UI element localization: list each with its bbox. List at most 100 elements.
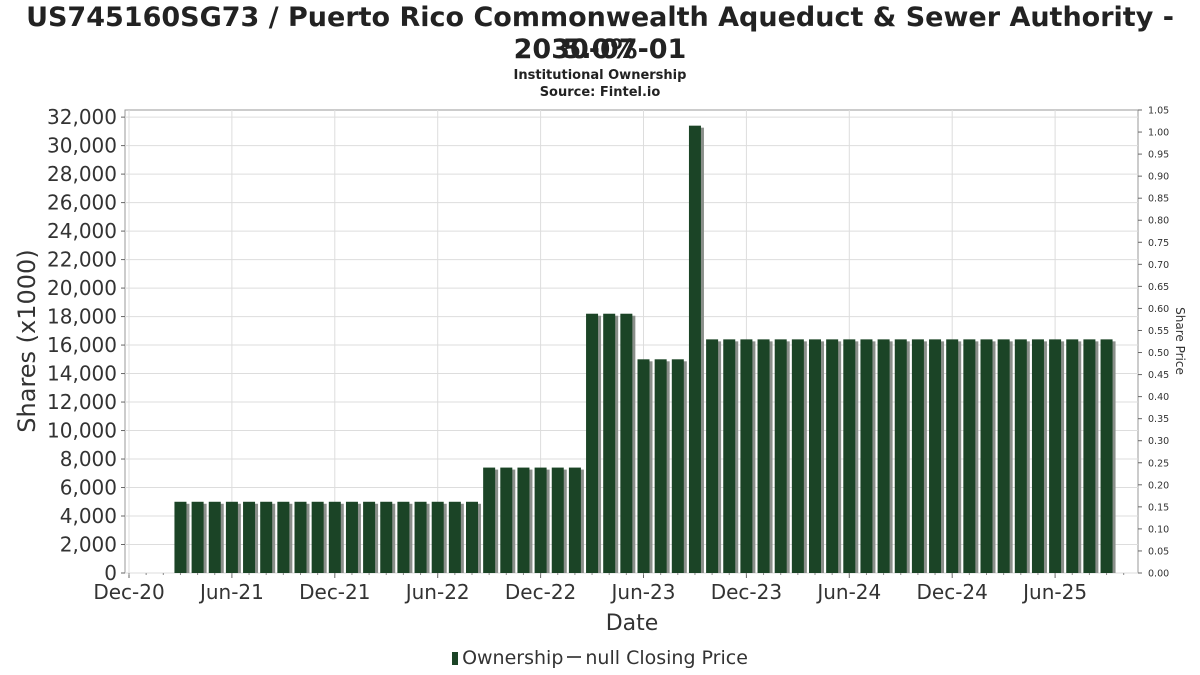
ownership-chart: 0 2,000 4,000 6,000 8,000 10,000 12,000 14,000 1…	[13, 105, 1187, 636]
x-tick-label: Jun-24	[815, 580, 881, 604]
y-axis-title: Shares (x1000)	[13, 249, 41, 432]
y-tick-label: 8,000	[60, 447, 117, 471]
y2-tick-label: 0.70	[1148, 260, 1169, 271]
y-tick-label: 26,000	[47, 191, 117, 215]
ownership-bar	[671, 359, 684, 573]
ownership-bar	[877, 339, 890, 573]
ownership-bar	[414, 501, 427, 573]
y2-tick-label: 0.85	[1148, 194, 1169, 205]
chart-subtitle: Institutional Ownership	[513, 68, 687, 83]
ownership-bar	[483, 467, 496, 573]
y2-tick-label: 0.45	[1148, 370, 1169, 381]
y2-tick-label: 0.00	[1148, 569, 1169, 580]
y2-tick-label: 0.95	[1148, 150, 1169, 161]
x-tick-label: Jun-21	[198, 580, 264, 604]
ownership-bar	[1100, 339, 1113, 573]
ownership-bar	[826, 339, 839, 573]
y-tick-label: 16,000	[47, 333, 117, 357]
x-tick-label: Dec-20	[93, 580, 164, 604]
x-tick-label: Dec-23	[711, 580, 782, 604]
y-tick-label: 28,000	[47, 162, 117, 186]
ownership-bar	[637, 359, 650, 573]
ownership-legend-label: Ownership	[462, 647, 564, 669]
ownership-bar	[328, 501, 341, 573]
price-legend-label: null Closing Price	[585, 647, 748, 669]
ownership-bar	[294, 501, 307, 573]
ownership-bar	[174, 501, 187, 573]
ownership-bar	[860, 339, 873, 573]
ownership-bar	[380, 501, 393, 573]
ownership-bar	[586, 313, 599, 573]
y-tick-label: 14,000	[47, 362, 117, 386]
x-tick-label: Jun-25	[1021, 580, 1087, 604]
y-tick-label: 22,000	[47, 248, 117, 272]
ownership-bar	[260, 501, 273, 573]
ownership-bar	[911, 339, 924, 573]
y-tick-label: 30,000	[47, 134, 117, 158]
y2-tick-label: 0.50	[1148, 348, 1169, 359]
ownership-bar	[980, 339, 993, 573]
y-tick-label: 10,000	[47, 419, 117, 443]
ownership-bar	[963, 339, 976, 573]
ownership-bar	[894, 339, 907, 573]
y-tick-label: 0	[104, 561, 117, 585]
ownership-bar	[997, 339, 1010, 573]
ownership-bar	[208, 501, 221, 573]
ownership-bar	[929, 339, 942, 573]
y2-tick-label: 0.20	[1148, 480, 1169, 491]
ownership-bar	[706, 339, 719, 573]
ownership-bar	[740, 339, 753, 573]
ownership-bar	[551, 467, 564, 573]
ownership-bar	[243, 501, 256, 573]
ownership-bar	[500, 467, 513, 573]
y2-tick-label: 0.40	[1148, 392, 1169, 403]
y-tick-label: 24,000	[47, 219, 117, 243]
y2-tick-label: 1.00	[1148, 128, 1169, 139]
chart-title-line2: 2030-07-01	[513, 34, 687, 65]
chart-title-line1: US745160SG73 / Puerto Rico Commonwealth …	[26, 2, 1174, 65]
chart-legend: Ownership null Closing Price	[0, 647, 1200, 669]
y2-tick-label: 0.05	[1148, 546, 1169, 557]
y-tick-label: 4,000	[60, 504, 117, 528]
ownership-bar	[774, 339, 787, 573]
ownership-bar	[311, 501, 324, 573]
x-tick-label: Jun-23	[610, 580, 676, 604]
y2-tick-label: 0.60	[1148, 304, 1169, 315]
ownership-bar	[1031, 339, 1044, 573]
y2-tick-label: 0.55	[1148, 326, 1169, 337]
ownership-bar	[688, 125, 701, 573]
x-tick-label: Dec-24	[917, 580, 988, 604]
ownership-bar	[791, 339, 804, 573]
x-tick-label: Jun-22	[404, 580, 470, 604]
y2-tick-label: 0.75	[1148, 238, 1169, 249]
price-legend-line	[567, 656, 582, 658]
ownership-bar	[448, 501, 461, 573]
ownership-bar	[1014, 339, 1027, 573]
y2-tick-label: 0.65	[1148, 282, 1169, 293]
y-tick-label: 12,000	[47, 390, 117, 414]
ownership-bar	[757, 339, 770, 573]
x-tick-label: Dec-22	[505, 580, 576, 604]
y2-tick-label: 0.30	[1148, 436, 1169, 447]
y2-tick-label: 0.25	[1148, 458, 1169, 469]
ownership-bar	[1066, 339, 1079, 573]
x-axis-title: Date	[606, 611, 659, 636]
y2-tick-label: 0.15	[1148, 502, 1169, 513]
ownership-bar	[603, 313, 616, 573]
ownership-bar	[568, 467, 581, 573]
y2-tick-label: 0.80	[1148, 216, 1169, 227]
ownership-bar	[191, 501, 204, 573]
ownership-bar	[345, 501, 358, 573]
y-tick-label: 20,000	[47, 276, 117, 300]
ownership-bar	[1083, 339, 1096, 573]
ownership-bar	[1049, 339, 1062, 573]
ownership-bar	[363, 501, 376, 573]
ownership-bar	[620, 313, 633, 573]
y2-tick-label: 1.05	[1148, 106, 1169, 117]
ownership-bar	[809, 339, 821, 573]
ownership-legend-swatch	[452, 652, 459, 665]
ownership-bar	[225, 501, 238, 573]
x-tick-label: Dec-21	[299, 580, 370, 604]
y2-tick-label: 0.35	[1148, 414, 1169, 425]
y-tick-label: 6,000	[60, 476, 117, 500]
